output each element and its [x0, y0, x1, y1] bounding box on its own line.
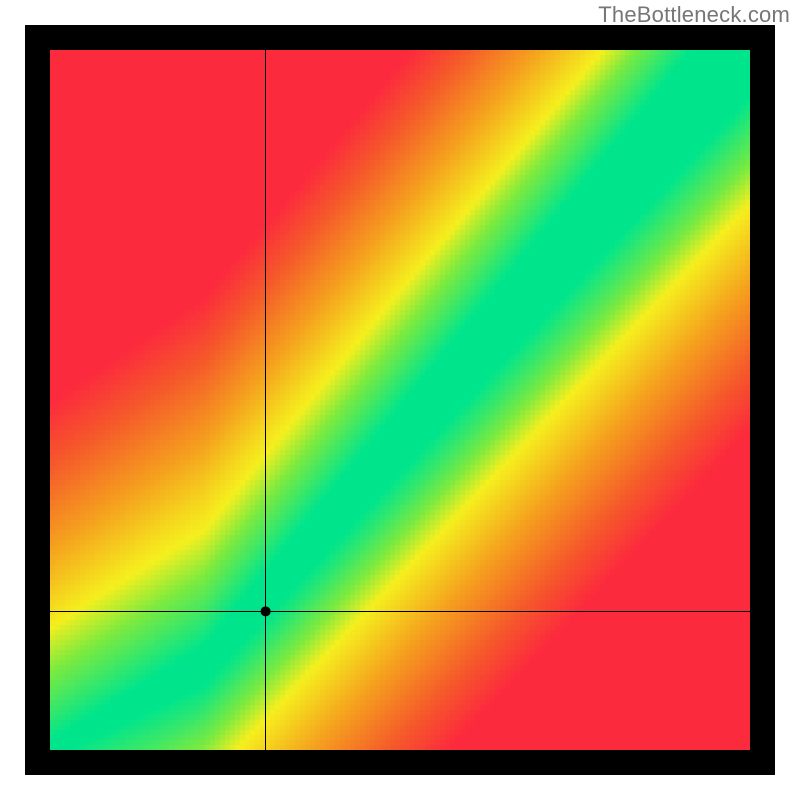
chart-container: TheBottleneck.com	[0, 0, 800, 800]
plot-black-frame	[25, 25, 775, 775]
plot-area	[50, 50, 750, 750]
crosshair-dot-layer	[50, 50, 750, 750]
